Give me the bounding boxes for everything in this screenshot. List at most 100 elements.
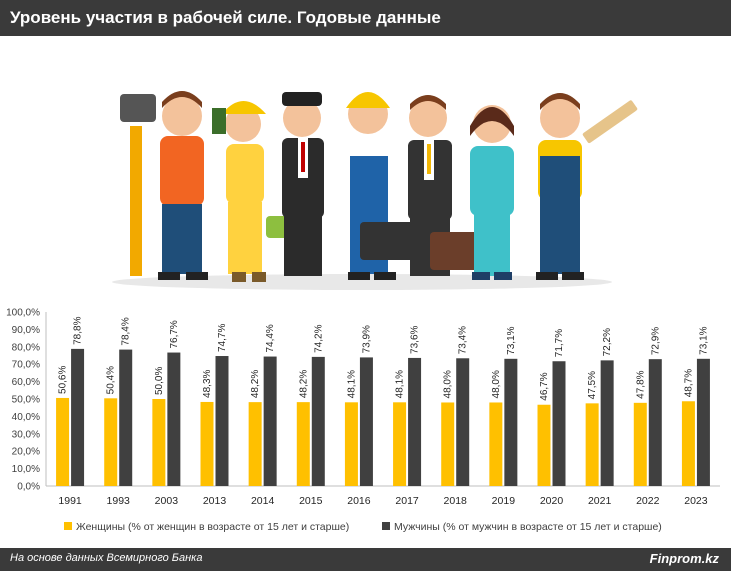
data-label-men: 72,2% [602,328,613,356]
x-tick-labels: 1991 1993 2003 2013 2014 2015 2016 2017 2018 2019… [58,495,707,507]
bar-women [56,397,70,486]
data-label-women: 50,0% [154,367,165,395]
brand-link[interactable]: Finprom.kz [649,551,719,566]
bar-men [71,348,85,486]
y-tick-labels: 0,0% 10,0% 20,0% 30,0% 40,0% 50,0% 60,0% 70,0% 8… [6,308,40,493]
bar-men [215,356,229,486]
x-tick-label: 2016 [347,495,371,507]
y-tick-label: 80,0% [12,342,40,353]
data-label-women: 46,7% [539,372,550,400]
data-label-women: 50,4% [106,366,117,394]
bar-women [537,404,551,486]
bar-men [359,357,373,486]
y-tick-label: 0,0% [17,482,40,493]
x-tick-label: 1993 [107,495,131,507]
chart-canvas: 0,0% 10,0% 20,0% 30,0% 40,0% 50,0% 60,0% 70,0% 8… [6,308,720,533]
bar-women [152,399,166,486]
worker-businessman-figure [408,95,480,276]
x-tick-label: 2023 [684,495,708,507]
data-label-men: 73,1% [506,326,517,354]
worker-nurse-figure [470,105,514,280]
worker-pilot-figure [282,92,324,276]
workers-illustration [0,36,731,298]
data-label-women: 50,6% [58,365,69,393]
data-label-women: 48,0% [491,370,502,398]
x-tick-label: 2020 [540,495,564,507]
bar-women [585,403,599,486]
bar-women [200,401,214,486]
y-tick-label: 100,0% [6,308,40,319]
bar-marks [56,348,710,486]
x-tick-label: 2017 [395,495,419,507]
bar-men [408,357,422,486]
bar-men [167,352,181,486]
legend: Женщины (% от женщин в возрасте от 15 ле… [64,521,662,533]
data-label-men: 74,7% [217,324,228,352]
y-tick-label: 10,0% [12,464,40,475]
bar-men [311,356,325,486]
x-tick-label: 2019 [492,495,516,507]
bar-data-labels: 50,6% 78,8% 50,4% 78,4% 50,0% 76,7% 48,3% 74,7%… [58,316,710,400]
y-tick-label: 30,0% [12,429,40,440]
data-label-men: 74,2% [313,324,324,352]
worker-builder-figure [346,92,430,280]
data-label-men: 73,1% [698,326,709,354]
x-tick-label: 2021 [588,495,612,507]
data-label-men: 73,4% [458,326,469,354]
bar-women [104,398,118,486]
worker-carpenter-figure [536,93,638,280]
data-label-men: 76,7% [169,320,180,348]
data-label-men: 73,9% [361,325,372,353]
data-label-men: 71,7% [554,329,565,357]
data-label-men: 78,4% [121,317,132,345]
bar-men [552,361,566,486]
data-label-women: 48,2% [298,370,309,398]
bar-women [393,402,407,486]
bar-men [456,358,470,486]
y-tick-label: 50,0% [12,395,40,406]
data-label-men: 78,8% [73,316,84,344]
data-label-men: 73,6% [410,325,421,353]
legend-label-women: Женщины (% от женщин в возрасте от 15 ле… [76,521,349,533]
bar-women [441,402,455,486]
bar-men [263,356,277,486]
participation-chart: 0,0% 10,0% 20,0% 30,0% 40,0% 50,0% 60,0% 70,0% 8… [0,298,731,548]
legend-swatch-women [64,522,72,530]
data-label-women: 48,0% [443,370,454,398]
data-label-women: 48,1% [346,370,357,398]
bar-men [119,349,133,486]
x-tick-label: 1991 [58,495,82,507]
bar-men [600,360,614,486]
y-tick-label: 60,0% [12,377,40,388]
x-tick-label: 2022 [636,495,660,507]
y-tick-label: 90,0% [12,325,40,336]
data-label-men: 74,4% [265,324,276,352]
x-tick-label: 2014 [251,495,275,507]
bar-women [681,401,695,486]
bar-women [296,402,310,486]
x-tick-label: 2018 [444,495,468,507]
y-tick-label: 70,0% [12,360,40,371]
data-label-women: 48,1% [395,370,406,398]
x-tick-label: 2015 [299,495,323,507]
bar-men [696,358,710,486]
data-label-women: 48,3% [202,369,213,397]
bar-men [648,359,662,486]
data-label-men: 72,9% [650,327,661,355]
data-label-women: 47,5% [587,371,598,399]
page-title: Уровень участия в рабочей силе. Годовые … [10,8,441,27]
workers-illustration-art [112,91,638,290]
header-bar: Уровень участия в рабочей силе. Годовые … [0,0,731,36]
data-label-women: 48,2% [250,370,261,398]
x-tick-label: 2013 [203,495,227,507]
bar-men [504,358,518,486]
y-tick-label: 40,0% [12,412,40,423]
data-label-women: 48,7% [683,369,694,397]
bar-women [344,402,358,486]
y-tick-label: 20,0% [12,447,40,458]
x-tick-label: 2003 [155,495,179,507]
legend-swatch-men [382,522,390,530]
footer-bar: На основе данных Всемирного Банка Finpro… [0,548,731,571]
bar-women [489,402,503,486]
bar-women [248,402,262,486]
